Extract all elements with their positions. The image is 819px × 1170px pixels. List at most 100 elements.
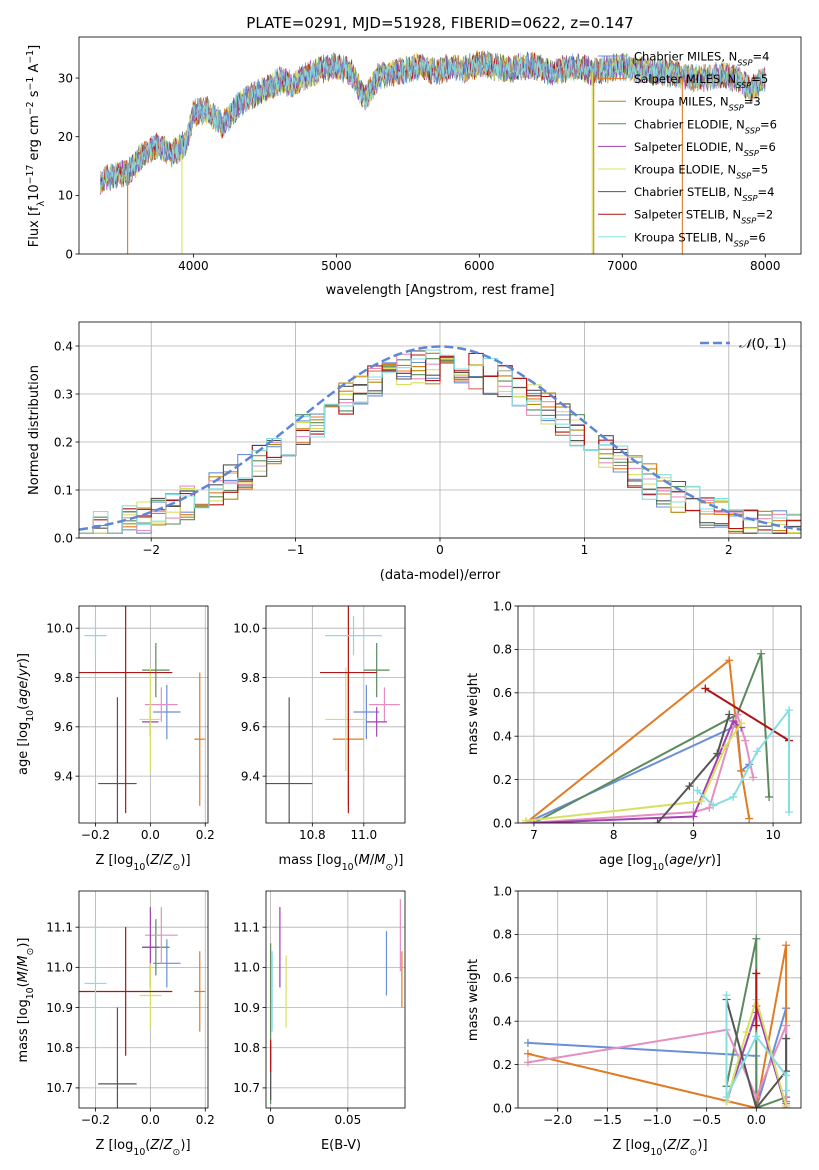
errorbar-point [153, 684, 181, 740]
y-axis-label: Normed distribution [27, 365, 42, 495]
axes-frame [78, 890, 209, 1109]
y-axis-label: Flux [fλ10−17 erg cm−2 s−1 A−1] [25, 45, 47, 247]
legend: 𝒩(0, 1) [700, 337, 786, 352]
x-axis-label: (data-model)/error [380, 568, 501, 583]
errorbar-point [194, 951, 206, 1032]
weight-marker [689, 812, 698, 821]
weight-marker [523, 1049, 532, 1058]
weight-marker [752, 1104, 761, 1108]
x-axis-label: Z [log10(Z/Z⊙)] [95, 1138, 190, 1158]
weight-marker [685, 782, 694, 791]
legend-label: Chabrier STELIB, NSSP=4 [634, 185, 774, 203]
weight-marker [785, 706, 794, 715]
plot-area [79, 345, 801, 534]
errorbar-point [139, 963, 162, 1028]
mass-vs-z-axes: −0.2 0.0 0.2 10.7 10.8 10.9 11.0 11.1 Z [log10(Z… [16, 890, 215, 1158]
x-tick-label: 6000 [464, 259, 495, 273]
y-tick-label: 0.4 [493, 1015, 512, 1029]
weight-marker [742, 1028, 751, 1037]
axes-frame [78, 321, 802, 539]
legend-label: Kroupa MILES, NSSP=3 [634, 95, 761, 113]
weight-marker [745, 814, 754, 823]
plot-area [100, 50, 766, 254]
x-axis-label: E(B-V) [321, 1138, 361, 1153]
weight-series [722, 991, 791, 1102]
weight-marker [782, 1034, 791, 1043]
weight-marker [782, 1086, 791, 1095]
y-tick-label: 30 [58, 71, 73, 85]
weight-marker [725, 656, 734, 665]
weight-marker [725, 710, 734, 719]
errorbar-point [142, 642, 170, 698]
plot-area [266, 606, 400, 823]
weight-marker [709, 801, 718, 810]
x-tick-label: −2.0 [543, 1113, 572, 1127]
y-tick-label: 20 [58, 130, 73, 144]
axes-frame [517, 605, 802, 824]
x-tick-label: 10.8 [299, 828, 326, 842]
y-tick-label: 0.4 [54, 339, 73, 353]
y-axis-label: mass [log10(M/M⊙)] [16, 938, 36, 1063]
x-axis-label: Z [log10(Z/Z⊙)] [95, 853, 190, 873]
axes-frame [265, 605, 406, 824]
errorbar-point [139, 667, 162, 772]
y-tick-label: 10.0 [233, 621, 260, 635]
y-tick-label: 0.6 [493, 971, 512, 985]
weight-marker [782, 941, 791, 950]
plot-area [521, 649, 794, 823]
weight-series [521, 719, 746, 823]
x-tick-label: 7000 [607, 259, 638, 273]
axes-frame [517, 890, 802, 1109]
y-tick-label: 10.7 [233, 1081, 260, 1095]
y-tick-label: 1.0 [493, 884, 512, 898]
y-tick-label: 0.2 [54, 435, 73, 449]
x-axis-label: Z [log10(Z/Z⊙)] [612, 1138, 707, 1158]
weight-line [525, 722, 743, 822]
weight-marker [782, 1071, 791, 1080]
x-tick-label: −2 [142, 543, 160, 557]
weight-marker [752, 1032, 761, 1041]
y-tick-label: 9.8 [241, 671, 260, 685]
weight-marker [782, 1021, 791, 1030]
plot-area [79, 907, 206, 1108]
y-tick-label: 9.6 [241, 720, 260, 734]
y-tick-label: 0 [65, 247, 73, 261]
y-tick-label: 10 [58, 189, 73, 203]
x-tick-label: −0.2 [81, 828, 110, 842]
y-tick-label: 0.0 [493, 816, 512, 830]
chart-title: PLATE=0291, MJD=51928, FIBERID=0622, z=0… [246, 14, 633, 32]
mass-vs-ebv-axes: 0 0.05 10.7 10.8 10.9 11.0 11.1 E(B-V) [233, 890, 406, 1153]
x-tick-label: 0.2 [196, 828, 215, 842]
weight-vs-z-axes: −2.0 −1.5 −1.0 −0.5 0.0 0.0 0.2 0.4 0.6 0.8 1.0 mas… [466, 884, 802, 1158]
weight-marker [757, 649, 766, 658]
weight-marker [697, 797, 706, 806]
y-tick-label: 10.7 [46, 1081, 73, 1095]
age-vs-mass-axes: 10.8 11.0 9.4 9.6 9.8 10.0 mass [log10(M/M⊙)] [233, 605, 406, 873]
legend-label: Salpeter STELIB, NSSP=2 [634, 208, 773, 226]
errorbar-point [366, 707, 387, 737]
y-tick-label: 0.8 [493, 928, 512, 942]
spectrum-line [100, 51, 766, 191]
weight-marker [722, 991, 731, 1000]
errorbar-point [79, 927, 173, 1056]
histogram-axes: −2 −1 0 1 2 0.0 0.1 0.2 0.3 0.4 (data-model)/error… [27, 321, 802, 583]
x-tick-label: −0.5 [692, 1113, 721, 1127]
weight-line [696, 707, 790, 813]
y-tick-label: 0.0 [493, 1101, 512, 1115]
errorbar-point [368, 687, 400, 722]
legend-label: Salpeter MILES, NSSP=5 [634, 72, 768, 90]
weight-marker [721, 743, 730, 752]
weight-marker [785, 808, 794, 817]
y-tick-label: 10.0 [46, 621, 73, 635]
y-tick-label: 10.9 [46, 1001, 73, 1015]
plot-area [270, 899, 403, 1104]
y-tick-label: 0.8 [493, 643, 512, 657]
y-tick-label: 9.4 [54, 769, 73, 783]
plot-area [523, 934, 791, 1108]
errorbar-point [363, 642, 390, 698]
x-tick-label: 1 [581, 543, 589, 557]
x-tick-label: 5000 [321, 259, 352, 273]
x-tick-label: 0.05 [334, 1113, 361, 1127]
y-tick-label: 9.8 [54, 671, 73, 685]
